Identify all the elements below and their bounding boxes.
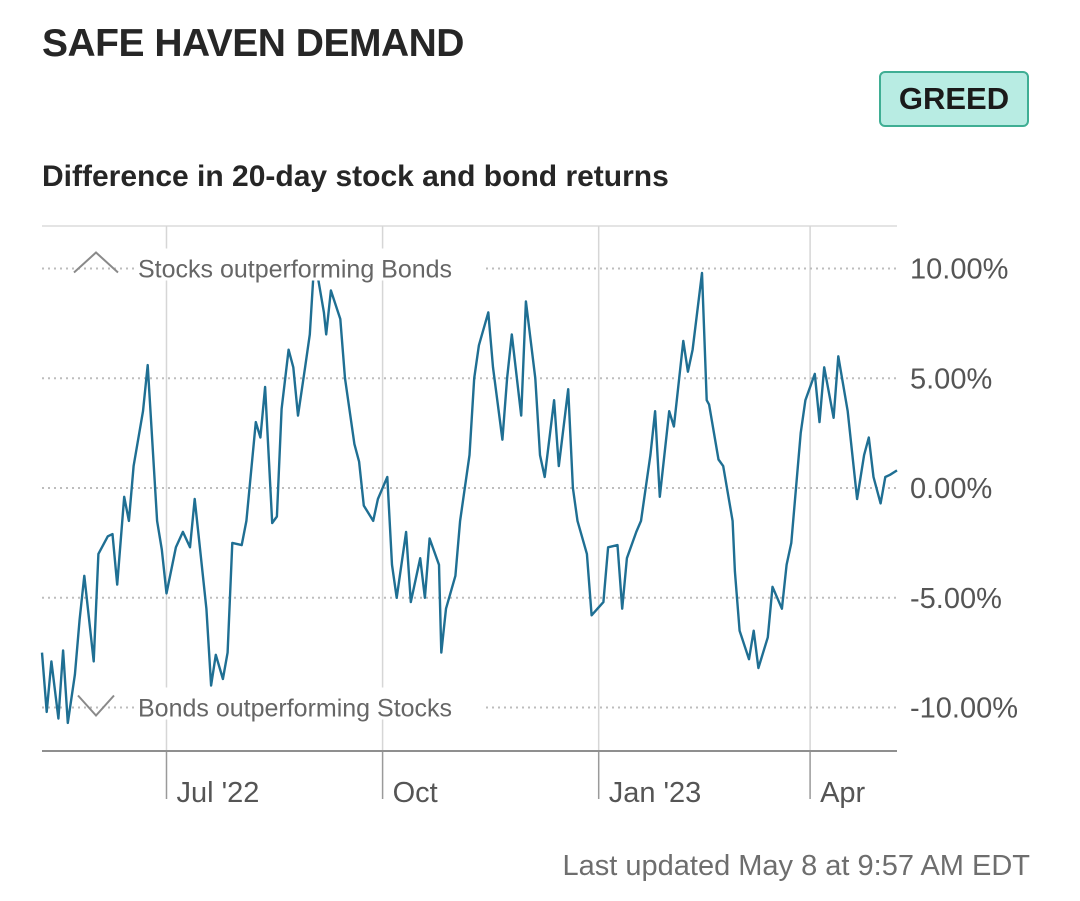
annotation-bottom: Bonds outperforming Stocks xyxy=(138,695,452,723)
x-tick-label: Jul '22 xyxy=(176,777,259,809)
labels: Jul '22 Oct Jan '23 Apr 10.00% 5.00% 0.00% -5.0… xyxy=(73,248,1018,809)
chevron-up-icon xyxy=(73,251,119,274)
chevron-down-icon xyxy=(77,694,115,717)
y-tick-label: 10.00% xyxy=(910,254,1008,286)
x-tick-label: Oct xyxy=(393,777,438,809)
last-updated-text: Last updated May 8 at 9:57 AM EDT xyxy=(562,850,1030,882)
y-tick-label: -5.00% xyxy=(910,583,1002,615)
y-tick-label: 5.00% xyxy=(910,363,992,395)
annotation-bg xyxy=(134,248,482,281)
page-title: SAFE HAVEN DEMAND xyxy=(42,22,464,65)
x-tick-label: Jan '23 xyxy=(609,777,702,809)
y-tick-label: 0.00% xyxy=(910,473,992,505)
annotation-bg xyxy=(134,687,482,720)
y-tick-label: -10.00% xyxy=(910,693,1018,725)
marks xyxy=(40,256,898,725)
annotation-top: Stocks outperforming Bonds xyxy=(138,256,452,284)
sentiment-badge: GREED xyxy=(879,71,1029,127)
chart-subtitle: Difference in 20-day stock and bond retu… xyxy=(42,160,669,193)
series-line xyxy=(40,256,898,725)
x-tick-label: Apr xyxy=(820,777,865,809)
